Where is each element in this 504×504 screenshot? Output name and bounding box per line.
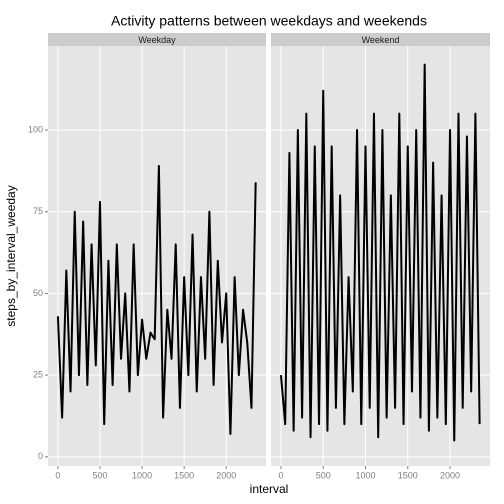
y-tick-label: 100 (28, 124, 43, 134)
y-axis-label: steps_by_interval_weeday (4, 185, 18, 326)
x-tick-label: 2000 (216, 470, 236, 480)
data-line (56, 164, 257, 435)
strip-background (271, 33, 490, 46)
x-tick-label: 0 (278, 470, 283, 480)
x-tick-label: 1500 (398, 470, 418, 480)
chart-title: Activity patterns between weekdays and w… (111, 13, 427, 29)
x-tick-label: 1500 (174, 470, 194, 480)
x-axis-label: interval (250, 482, 289, 496)
y-tick-label: 25 (33, 370, 43, 380)
x-tick-label: 500 (92, 470, 107, 480)
strip-background (48, 33, 266, 46)
x-tick-label: 1000 (355, 470, 375, 480)
data-line (279, 63, 481, 442)
x-tick-label: 500 (316, 470, 331, 480)
x-tick-label: 0 (55, 470, 60, 480)
strip-label: Weekend (362, 35, 400, 45)
x-tick-label: 2000 (440, 470, 460, 480)
y-tick-label: 50 (33, 288, 43, 298)
y-tick-label: 75 (33, 206, 43, 216)
strip-label: Weekday (138, 35, 176, 45)
y-tick-label: 0 (38, 451, 43, 461)
x-tick-label: 1000 (132, 470, 152, 480)
